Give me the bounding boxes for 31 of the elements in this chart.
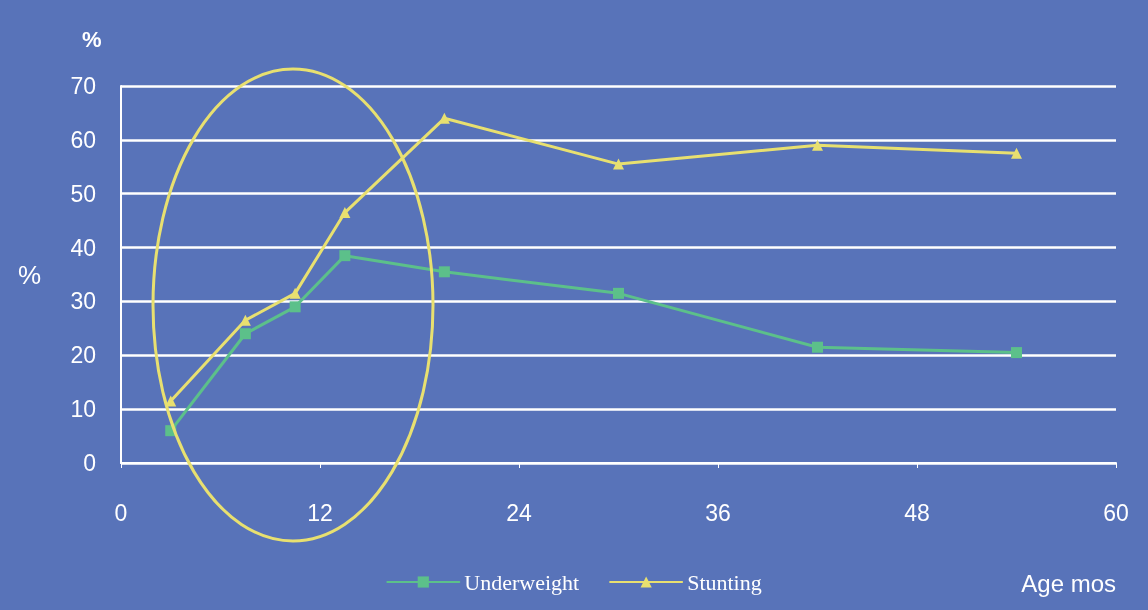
point (339, 250, 351, 262)
y-tick-label: 70 (70, 73, 96, 99)
point (812, 139, 823, 151)
x-tick-label: 0 (114, 499, 128, 526)
point (613, 287, 624, 299)
x-tick-label: 24 (506, 499, 532, 526)
y-axis-title: % (17, 259, 41, 290)
point (438, 266, 450, 278)
y-tick-label: 10 (70, 396, 96, 423)
y-tick-label: 0 (83, 450, 96, 476)
x-tick-label: 48 (904, 499, 930, 526)
point (339, 207, 351, 219)
point (289, 287, 301, 299)
y-tick-label: 20 (70, 342, 96, 369)
x-tick-label: 12 (307, 499, 333, 526)
x-axis-title: Age mos (1021, 569, 1116, 597)
x-tick-label: 36 (705, 499, 731, 526)
legend-label: Underweight (464, 569, 580, 595)
point (1011, 347, 1022, 359)
point (613, 158, 624, 170)
y-tick-label: 60 (70, 126, 96, 153)
point (1011, 147, 1022, 159)
point (289, 301, 301, 313)
x-tick-label: 60 (1103, 499, 1129, 526)
point (239, 328, 251, 340)
point (812, 341, 823, 353)
text: % (82, 26, 102, 52)
legend-label: Stunting (687, 569, 762, 595)
y-tick-label: 40 (70, 234, 96, 261)
y-tick-label: 50 (70, 180, 96, 207)
y-tick-label: 30 (70, 288, 96, 315)
